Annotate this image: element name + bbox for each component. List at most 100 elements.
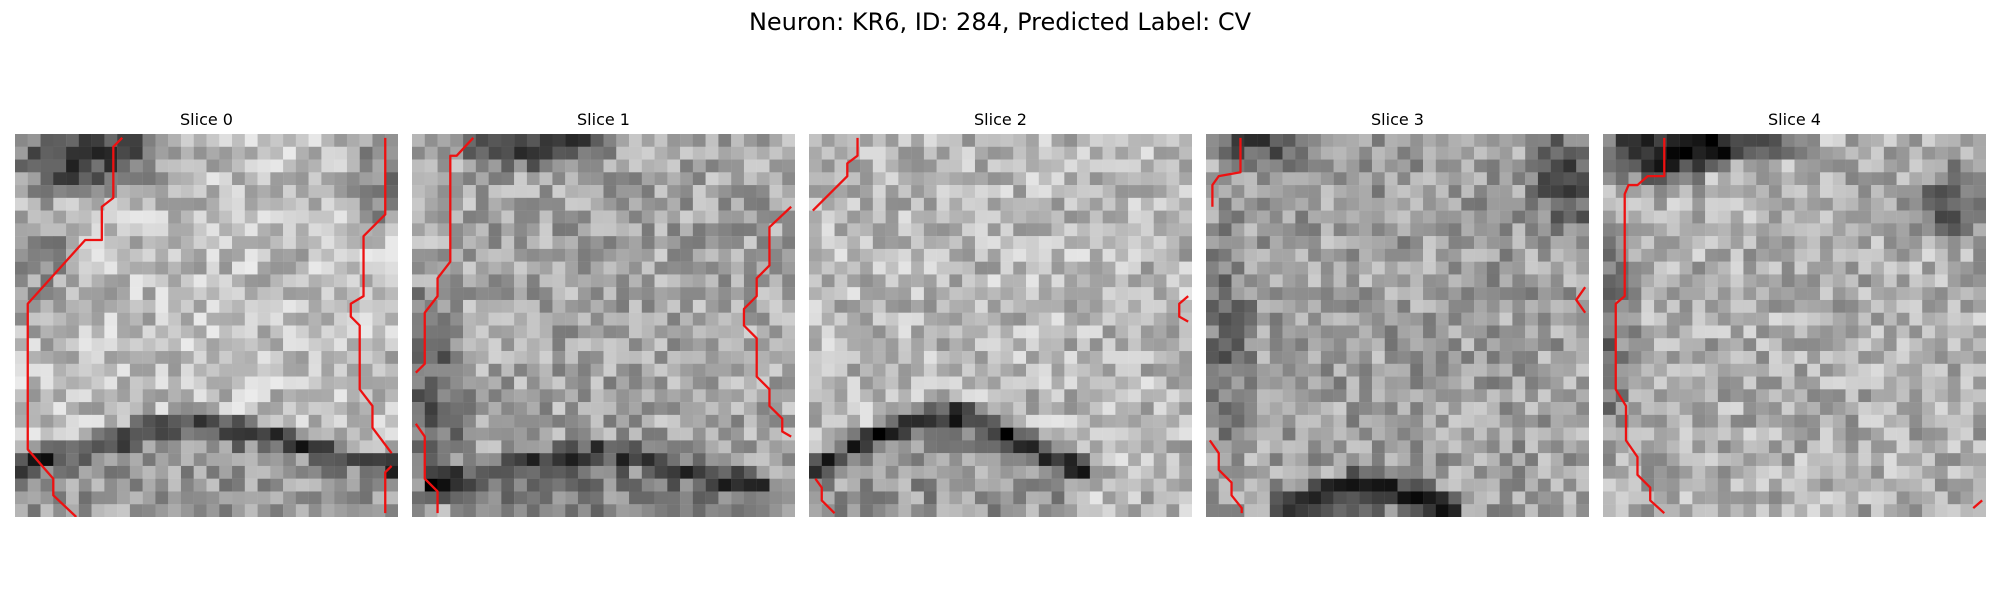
- image-pixel: [1563, 299, 1577, 313]
- image-pixel: [911, 453, 925, 467]
- image-pixel: [334, 325, 348, 339]
- image-pixel: [450, 402, 464, 416]
- image-pixel: [1756, 185, 1770, 199]
- image-pixel: [193, 465, 207, 479]
- image-pixel: [463, 402, 477, 416]
- image-pixel: [629, 274, 642, 288]
- image-pixel: [142, 453, 156, 467]
- image-pixel: [1308, 312, 1322, 326]
- image-pixel: [1615, 134, 1629, 147]
- image-pixel: [1153, 261, 1167, 275]
- image-pixel: [603, 159, 617, 173]
- image-pixel: [1512, 274, 1526, 288]
- image-pixel: [590, 248, 604, 262]
- image-pixel: [1333, 453, 1347, 467]
- image-pixel: [1461, 274, 1475, 288]
- image-pixel: [1089, 299, 1103, 313]
- image-pixel: [1858, 440, 1872, 454]
- image-pixel: [1333, 236, 1347, 250]
- image-pixel: [1717, 210, 1731, 224]
- image-pixel: [117, 338, 131, 352]
- image-pixel: [898, 172, 912, 186]
- image-pixel: [743, 338, 757, 352]
- image-pixel: [501, 287, 515, 301]
- image-pixel: [1397, 478, 1411, 492]
- image-pixel: [1768, 453, 1782, 467]
- image-pixel: [1781, 465, 1795, 479]
- image-pixel: [1537, 465, 1551, 479]
- image-pixel: [1832, 338, 1846, 352]
- image-pixel: [206, 414, 220, 428]
- image-pixel: [1064, 236, 1078, 250]
- image-pixel: [1858, 261, 1872, 275]
- image-pixel: [1820, 402, 1833, 416]
- image-pixel: [552, 185, 566, 199]
- image-pixel: [27, 504, 41, 517]
- image-pixel: [321, 440, 335, 454]
- image-pixel: [1756, 402, 1770, 416]
- image-pixel: [1026, 299, 1039, 313]
- image-pixel: [1807, 197, 1821, 211]
- image-pixel: [552, 440, 566, 454]
- image-pixel: [1896, 376, 1910, 390]
- image-pixel: [1896, 491, 1910, 505]
- image-pixel: [577, 210, 591, 224]
- image-pixel: [1423, 414, 1436, 428]
- image-pixel: [1064, 351, 1078, 364]
- image-pixel: [949, 414, 963, 428]
- image-pixel: [1871, 465, 1885, 479]
- image-pixel: [860, 402, 874, 416]
- image-pixel: [129, 453, 143, 467]
- image-pixel: [117, 134, 131, 147]
- image-pixel: [1295, 351, 1309, 364]
- image-pixel: [641, 274, 655, 288]
- image-pixel: [692, 402, 706, 416]
- image-pixel: [1730, 159, 1744, 173]
- image-pixel: [1794, 491, 1808, 505]
- image-pixel: [1794, 338, 1808, 352]
- image-pixel: [501, 223, 515, 237]
- image-pixel: [1973, 223, 1986, 237]
- image-pixel: [1140, 312, 1154, 326]
- image-pixel: [219, 236, 233, 250]
- image-pixel: [1909, 146, 1923, 160]
- image-pixel: [769, 312, 783, 326]
- image-pixel: [1563, 440, 1577, 454]
- image-pixel: [923, 338, 937, 352]
- image-pixel: [1883, 223, 1897, 237]
- image-pixel: [1102, 236, 1116, 250]
- image-pixel: [180, 504, 194, 517]
- image-pixel: [1448, 274, 1462, 288]
- image-pixel: [463, 338, 477, 352]
- image-pixel: [526, 465, 540, 479]
- image-pixel: [1947, 210, 1961, 224]
- image-pixel: [475, 185, 489, 199]
- image-pixel: [1934, 159, 1948, 173]
- image-pixel: [718, 287, 732, 301]
- image-pixel: [1807, 414, 1821, 428]
- image-pixel: [450, 210, 464, 224]
- image-pixel: [1512, 363, 1526, 377]
- image-pixel: [1077, 134, 1091, 147]
- image-pixel: [641, 210, 655, 224]
- image-pixel: [1550, 223, 1564, 237]
- image-pixel: [1807, 274, 1821, 288]
- image-pixel: [1947, 465, 1961, 479]
- image-pixel: [168, 248, 182, 262]
- image-pixel: [1231, 299, 1245, 313]
- image-pixel: [1179, 376, 1192, 390]
- image-pixel: [731, 389, 745, 403]
- image-pixel: [412, 453, 425, 467]
- image-pixel: [936, 402, 950, 416]
- image-pixel: [1218, 134, 1232, 147]
- image-pixel: [334, 299, 348, 313]
- image-pixel: [616, 338, 630, 352]
- image-pixel: [705, 440, 719, 454]
- image-pixel: [1525, 287, 1539, 301]
- image-pixel: [847, 299, 861, 313]
- image-pixel: [1486, 223, 1500, 237]
- image-pixel: [629, 491, 642, 505]
- image-pixel: [308, 274, 322, 288]
- image-pixel: [334, 312, 348, 326]
- image-pixel: [1883, 299, 1897, 313]
